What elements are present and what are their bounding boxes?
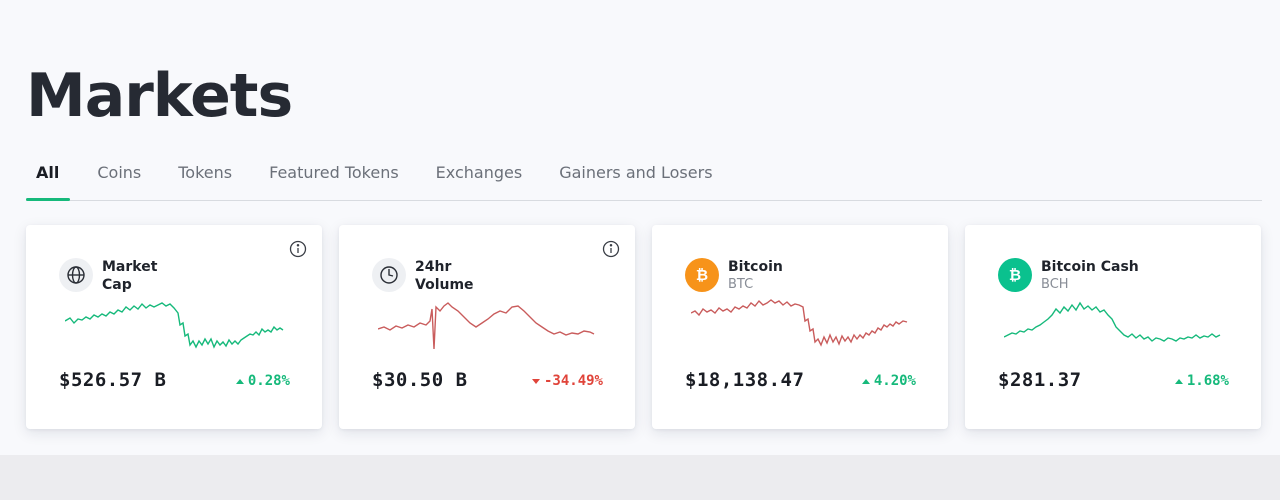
sparkline-chart [65,302,284,349]
info-icon[interactable] [289,240,307,258]
tab-exchanges[interactable]: Exchanges [435,163,523,182]
change-percent: 1.68% [1186,373,1229,389]
sparkline-line [1004,301,1221,342]
market-cap-value: $526.57 B [59,369,167,391]
arrow-up-icon [861,378,870,384]
card-title: Bitcoin Cash [1041,259,1139,275]
change-percent: 4.20% [873,373,916,389]
tab-all[interactable]: All [26,152,71,201]
market-cap-change: 0.28% [235,373,290,389]
arrow-down-icon [531,378,540,384]
card-title: Market Cap [102,259,158,293]
change-percent: -34.49% [543,373,603,389]
market-tabs: All Coins Tokens Featured Tokens Exchang… [26,152,1262,201]
volume-24hr-card[interactable]: 24hr Volume $30.50 B -34.49% [339,225,635,429]
page-footer-band [0,455,1280,500]
card-title: 24hr Volume [415,259,474,293]
tab-featured-tokens[interactable]: Featured Tokens [269,163,399,182]
tab-tokens[interactable]: Tokens [178,163,233,182]
bitcoin-price: $18,138.47 [685,369,805,391]
globe-icon [59,258,93,292]
page-title: Markets [26,61,293,131]
bitcoin-cash-price: $281.37 [998,369,1082,391]
volume-24hr-change: -34.49% [531,373,603,389]
bitcoin-cash-change: 1.68% [1174,373,1229,389]
tab-gainers-and-losers[interactable]: Gainers and Losers [559,163,713,182]
arrow-up-icon [1174,378,1183,384]
bitcoin-icon: ₿ [685,258,719,292]
tab-coins[interactable]: Coins [97,163,142,182]
svg-text:₿: ₿ [1009,266,1021,284]
bitcoin-cash-card[interactable]: ₿ Bitcoin Cash BCH $281.37 1.68% [965,225,1261,429]
sparkline-line [691,299,908,347]
market-cap-card[interactable]: Market Cap $526.57 B 0.28% [26,225,322,429]
bitcoin-cash-icon: ₿ [998,258,1032,292]
bitcoin-card[interactable]: ₿ Bitcoin BTC $18,138.47 4.20% [652,225,948,429]
card-ticker: BCH [1041,277,1069,292]
sparkline-line [378,302,595,350]
card-title: Bitcoin [728,259,783,275]
sparkline-chart [378,302,595,350]
sparkline-line [65,302,284,349]
card-ticker: BTC [728,277,754,292]
volume-24hr-value: $30.50 B [372,369,468,391]
sparkline-chart [691,299,908,347]
sparkline-chart [1004,301,1221,342]
clock-icon [372,258,406,292]
info-icon[interactable] [602,240,620,258]
svg-text:₿: ₿ [696,266,708,284]
bitcoin-change: 4.20% [861,373,916,389]
arrow-up-icon [235,378,244,384]
change-percent: 0.28% [247,373,290,389]
